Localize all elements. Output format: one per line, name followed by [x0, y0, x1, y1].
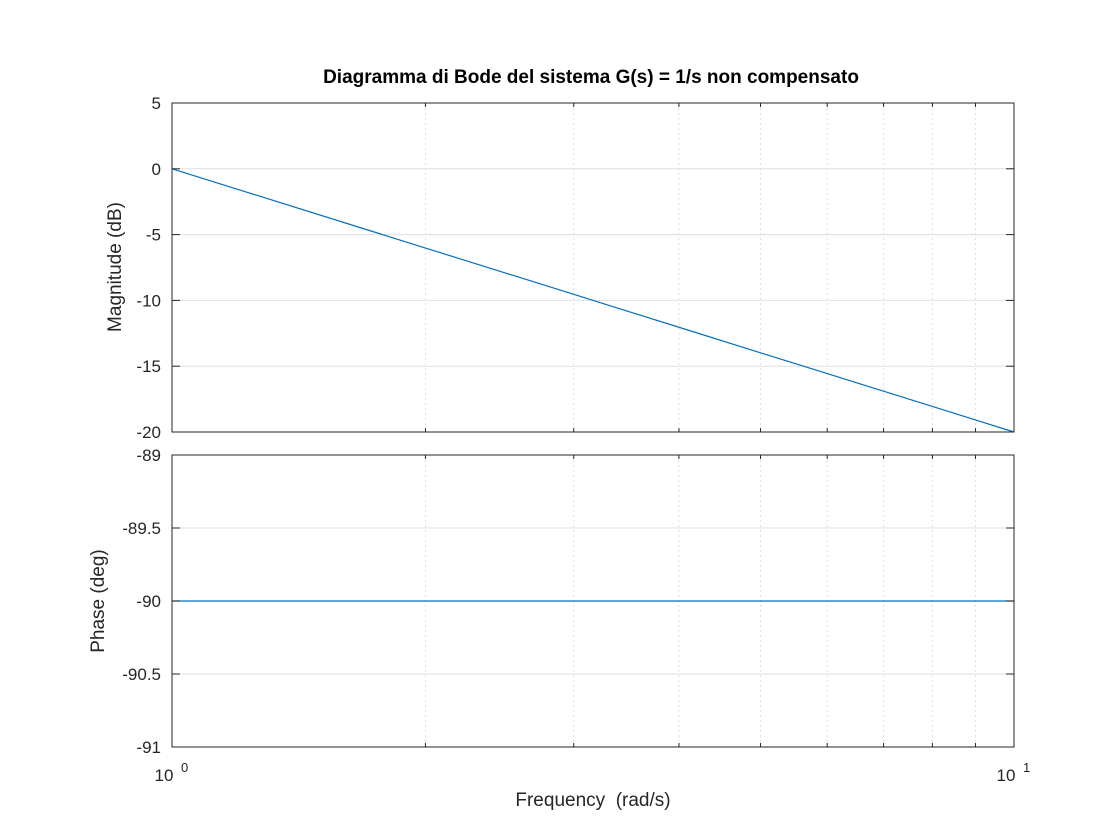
phase-y-tick-label: -89.5	[122, 519, 161, 538]
phase-ticks: -89 -89.5 -90 -90.5 -91	[122, 446, 1014, 757]
magnitude-ticks: 5 0 -5 -10 -15 -20	[136, 94, 1014, 442]
frequency-xlabel: Frequency (rad/s)	[515, 790, 670, 811]
magnitude-plot: 5 0 -5 -10 -15 -20 Magnitude (dB)	[105, 94, 1015, 442]
magnitude-y-tick-label: 5	[152, 94, 161, 113]
phase-y-tick-label: -90	[136, 592, 161, 611]
magnitude-y-tick-label: -15	[136, 357, 161, 376]
magnitude-ylabel: Magnitude (dB)	[105, 202, 126, 332]
frequency-tick-label: 10	[155, 766, 174, 785]
magnitude-y-tick-label: -20	[136, 423, 161, 442]
magnitude-y-tick-label: 0	[152, 160, 161, 179]
magnitude-line	[171, 168, 1015, 433]
magnitude-y-tick-label: -5	[146, 226, 161, 245]
frequency-tick-labels: 10 0 10 1	[155, 760, 1031, 785]
phase-y-tick-label: -91	[136, 738, 161, 757]
phase-y-tick-label: -90.5	[122, 665, 161, 684]
chart-title: Diagramma di Bode del sistema G(s) = 1/s…	[323, 67, 859, 88]
phase-ylabel: Phase (deg)	[88, 549, 109, 653]
magnitude-series	[171, 168, 1015, 433]
magnitude-plot-area	[172, 103, 1014, 432]
phase-y-tick-label: -89	[136, 446, 161, 465]
magnitude-y-tick-label: -10	[136, 291, 161, 310]
frequency-tick-exponent: 0	[181, 760, 188, 775]
frequency-tick-label: 10	[997, 766, 1016, 785]
frequency-tick-exponent: 1	[1023, 760, 1030, 775]
magnitude-axes-box	[171, 102, 1015, 433]
phase-plot: -89 -89.5 -90 -90.5 -91 Phase (deg) Frequenc…	[88, 446, 1015, 811]
